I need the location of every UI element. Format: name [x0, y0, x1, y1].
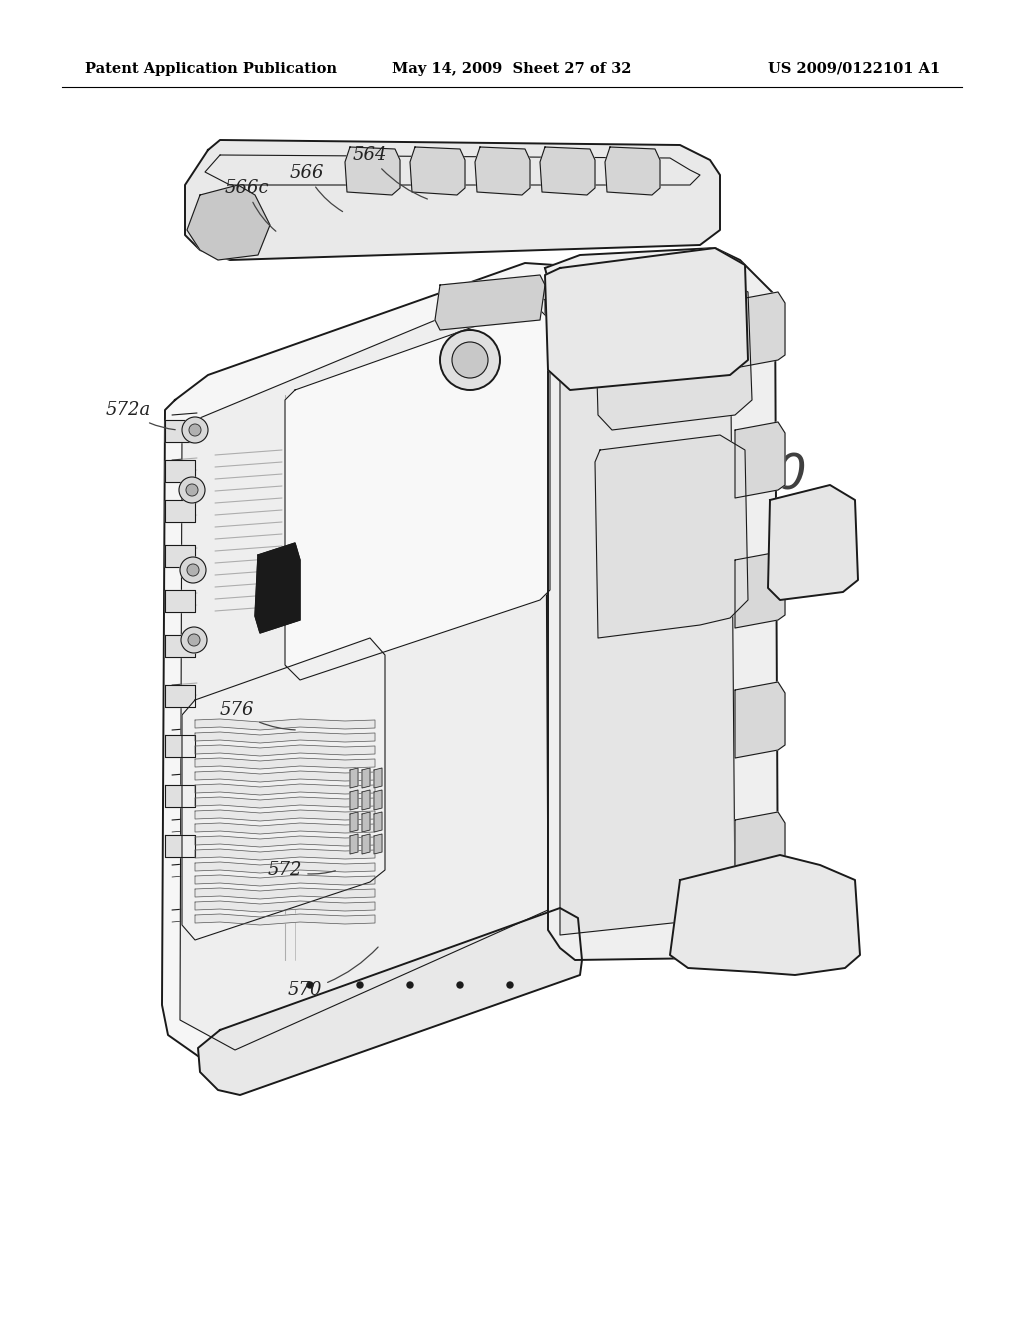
Text: US 2009/0122101 A1: US 2009/0122101 A1	[768, 62, 940, 77]
Polygon shape	[198, 908, 582, 1096]
Circle shape	[407, 982, 413, 987]
Polygon shape	[374, 768, 382, 788]
Polygon shape	[255, 543, 300, 634]
Text: May 14, 2009  Sheet 27 of 32: May 14, 2009 Sheet 27 of 32	[392, 62, 632, 77]
Polygon shape	[670, 855, 860, 975]
Polygon shape	[735, 422, 785, 498]
Polygon shape	[165, 500, 195, 521]
Text: Patent Application Publication: Patent Application Publication	[85, 62, 337, 77]
Text: FIG. 30: FIG. 30	[629, 451, 807, 499]
Polygon shape	[374, 812, 382, 832]
Circle shape	[181, 627, 207, 653]
Circle shape	[440, 330, 500, 389]
Circle shape	[187, 564, 199, 576]
Polygon shape	[165, 590, 195, 612]
Polygon shape	[362, 834, 370, 854]
Text: 566c: 566c	[224, 180, 275, 231]
Text: 570: 570	[288, 946, 378, 999]
Polygon shape	[195, 719, 375, 730]
Polygon shape	[165, 685, 195, 708]
Polygon shape	[350, 834, 358, 854]
Polygon shape	[165, 420, 195, 442]
Polygon shape	[768, 484, 858, 601]
Polygon shape	[195, 744, 375, 756]
Polygon shape	[735, 552, 785, 628]
Polygon shape	[165, 459, 195, 482]
Polygon shape	[735, 682, 785, 758]
Polygon shape	[182, 638, 385, 940]
Polygon shape	[410, 147, 465, 195]
Polygon shape	[735, 292, 785, 368]
Polygon shape	[165, 785, 195, 807]
Polygon shape	[180, 285, 548, 1049]
Text: 572a: 572a	[105, 401, 175, 430]
Polygon shape	[362, 768, 370, 788]
Polygon shape	[350, 789, 358, 810]
Polygon shape	[195, 797, 375, 808]
Polygon shape	[165, 635, 195, 657]
Polygon shape	[195, 733, 375, 743]
Text: 566: 566	[290, 164, 343, 211]
Polygon shape	[595, 436, 748, 638]
Circle shape	[357, 982, 362, 987]
Polygon shape	[374, 789, 382, 810]
Text: 576: 576	[220, 701, 295, 730]
Polygon shape	[195, 771, 375, 781]
Circle shape	[180, 557, 206, 583]
Text: 564: 564	[352, 147, 427, 199]
Polygon shape	[435, 275, 545, 330]
Polygon shape	[545, 248, 748, 389]
Polygon shape	[195, 758, 375, 770]
Circle shape	[189, 424, 201, 436]
Polygon shape	[605, 147, 660, 195]
Polygon shape	[545, 248, 778, 960]
Circle shape	[188, 634, 200, 645]
Polygon shape	[185, 140, 720, 260]
Circle shape	[507, 982, 513, 987]
Polygon shape	[475, 147, 530, 195]
Circle shape	[182, 417, 208, 444]
Polygon shape	[560, 260, 735, 935]
Text: 572: 572	[267, 861, 335, 879]
Polygon shape	[195, 913, 375, 925]
Circle shape	[457, 982, 463, 987]
Circle shape	[452, 342, 488, 378]
Polygon shape	[362, 812, 370, 832]
Polygon shape	[162, 263, 575, 1072]
Polygon shape	[195, 875, 375, 886]
Polygon shape	[350, 768, 358, 788]
Polygon shape	[187, 185, 270, 260]
Polygon shape	[195, 822, 375, 834]
Circle shape	[186, 484, 198, 496]
Polygon shape	[195, 888, 375, 899]
Circle shape	[307, 982, 313, 987]
Polygon shape	[195, 902, 375, 912]
Polygon shape	[195, 862, 375, 873]
Polygon shape	[345, 147, 400, 195]
Polygon shape	[195, 784, 375, 795]
Polygon shape	[195, 849, 375, 861]
Polygon shape	[735, 812, 785, 888]
Polygon shape	[165, 545, 195, 568]
Polygon shape	[195, 810, 375, 821]
Polygon shape	[540, 147, 595, 195]
Polygon shape	[195, 836, 375, 847]
Polygon shape	[285, 305, 550, 680]
Polygon shape	[165, 836, 195, 857]
Polygon shape	[165, 735, 195, 756]
Polygon shape	[374, 834, 382, 854]
Polygon shape	[350, 812, 358, 832]
Circle shape	[179, 477, 205, 503]
Polygon shape	[595, 279, 752, 430]
Polygon shape	[362, 789, 370, 810]
